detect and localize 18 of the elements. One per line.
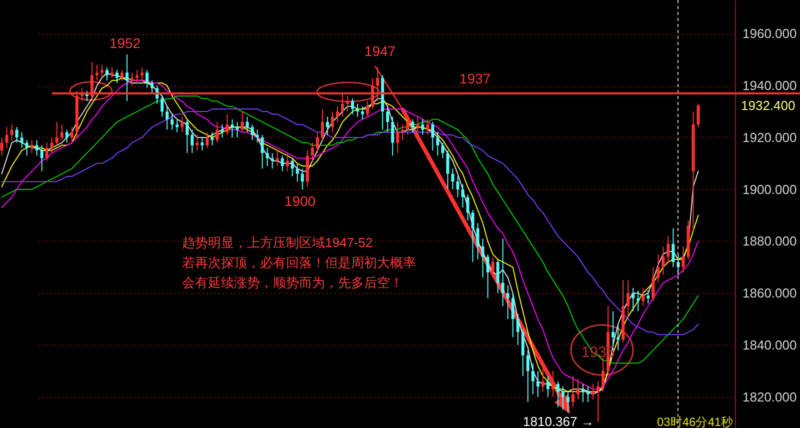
annotation: 03时46分41秒 <box>657 415 734 428</box>
y-tick-label: 1960.000 <box>742 26 797 42</box>
annotation: 1952 <box>109 35 141 51</box>
annotation: 1900 <box>284 193 316 209</box>
annotation: 1810.367 → <box>523 414 594 428</box>
ref-line-label: 1937 <box>459 70 491 86</box>
y-tick-label: 1900.000 <box>742 182 797 197</box>
annotation: 会有延续涨势，顺势而为，先多后空！ <box>182 275 403 290</box>
y-tick-label: 1840.000 <box>742 337 797 352</box>
y-tick-label: 1920.000 <box>742 130 797 145</box>
y-tick-label: 1860.000 <box>742 286 797 301</box>
text: 1932.400 <box>741 98 796 113</box>
y-tick-label: 1820.000 <box>742 389 797 404</box>
annotation: 若再次探顶，必有回落！但是周初大概率 <box>182 255 416 270</box>
y-tick-label: 1880.000 <box>742 234 797 249</box>
y-tick-label: 1940.000 <box>742 78 797 94</box>
annotation: 1947 <box>364 43 396 59</box>
annotation: 趋势明显，上方压制区域1947-52 <box>182 235 373 250</box>
